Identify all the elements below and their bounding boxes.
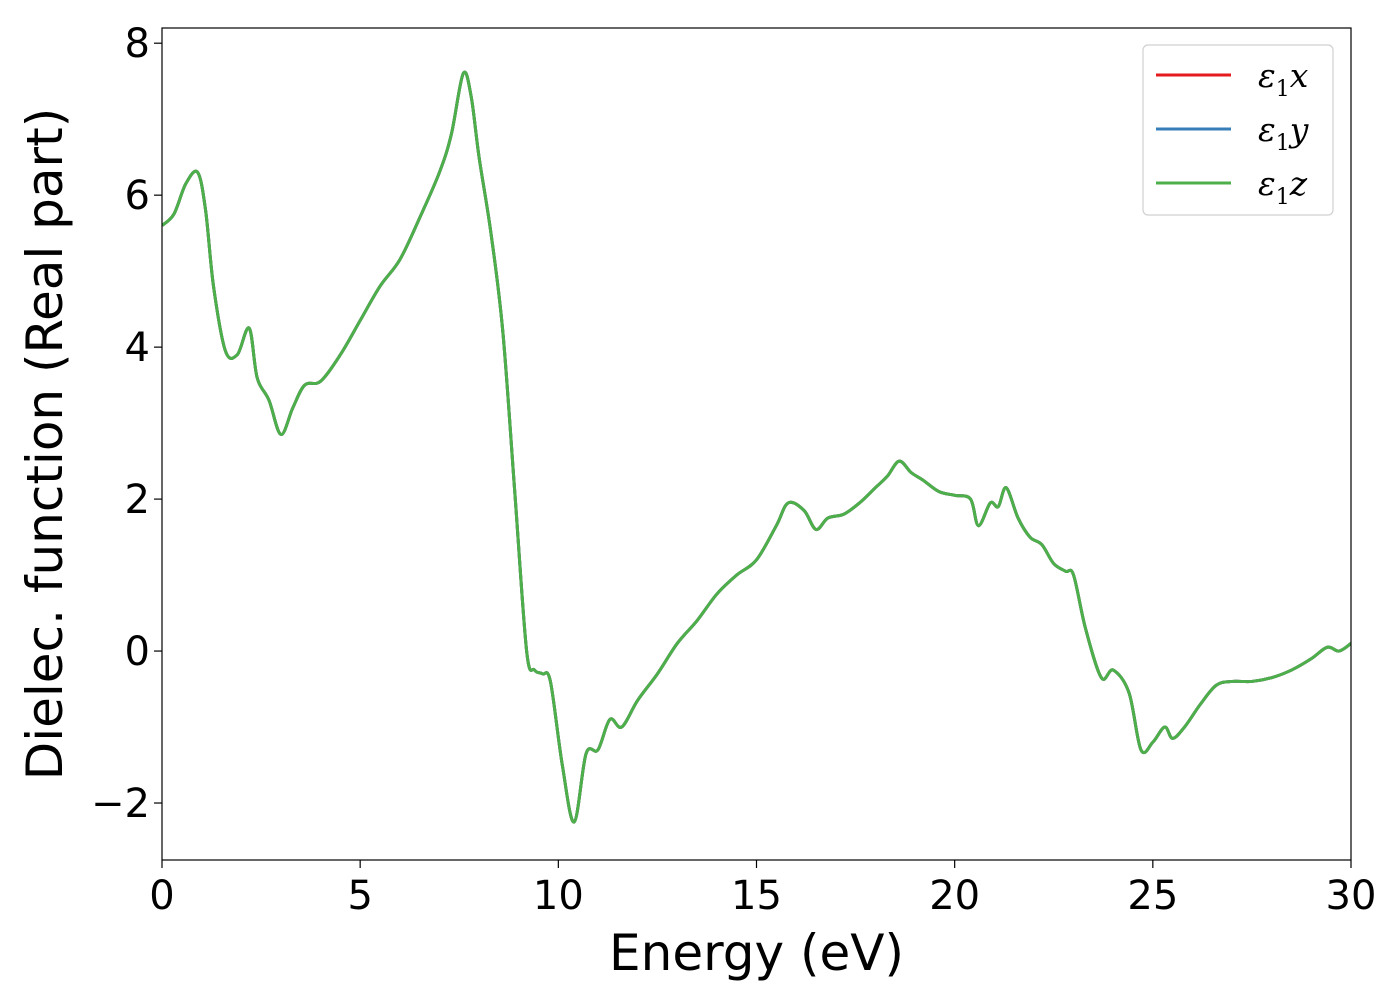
legend: ε1x ε1y ε1z xyxy=(1142,44,1334,216)
x-axis-title: Energy (eV) xyxy=(609,924,904,982)
y-tick-label: −2 xyxy=(91,781,150,827)
y-tick-label: 6 xyxy=(125,173,150,219)
legend-label-z: ε1z xyxy=(1258,164,1308,210)
y-tick-label: 8 xyxy=(125,21,150,67)
x-tick-label: 5 xyxy=(347,873,372,919)
x-tick-label: 20 xyxy=(929,873,980,919)
y-tick-label: 4 xyxy=(125,325,150,371)
x-tick-label: 0 xyxy=(149,873,174,919)
legend-label-x: ε1x xyxy=(1258,56,1309,102)
x-tick-label: 15 xyxy=(731,873,782,919)
x-tick-label: 10 xyxy=(533,873,584,919)
series-lines xyxy=(162,70,1351,824)
y-tick-label: 0 xyxy=(125,629,150,675)
y-axis-title: Dielec. function (Real part) xyxy=(16,108,74,780)
x-axis: 0 5 10 15 20 25 30 xyxy=(149,860,1376,919)
y-axis: −2 0 2 4 6 8 xyxy=(91,21,162,827)
series-line-z xyxy=(162,70,1351,824)
x-tick-label: 25 xyxy=(1127,873,1178,919)
x-tick-label: 30 xyxy=(1326,873,1377,919)
legend-label-y: ε1y xyxy=(1258,110,1309,156)
y-tick-label: 2 xyxy=(125,477,150,523)
legend-box xyxy=(1142,44,1334,216)
